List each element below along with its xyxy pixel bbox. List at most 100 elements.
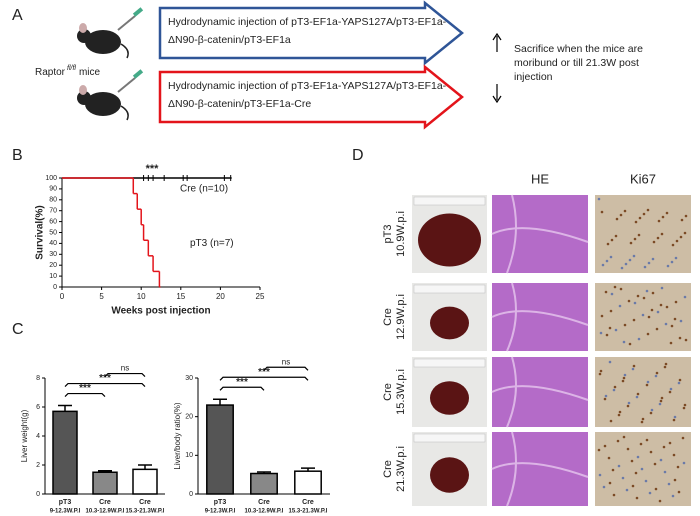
ki67-dot — [655, 327, 659, 331]
bar — [294, 470, 322, 495]
ki67-dot — [660, 396, 664, 400]
injection-arrow — [158, 0, 464, 66]
ki67-dot — [673, 317, 677, 321]
ki67-dot — [626, 404, 630, 408]
y-tick-label: 20 — [49, 262, 57, 269]
ki67-dot — [601, 263, 605, 267]
ki67-dot — [672, 453, 676, 457]
mouse-label-suffix: mice — [79, 67, 101, 78]
panel-label: B — [12, 147, 23, 164]
y-tick-label: 70 — [49, 208, 57, 215]
x-tick-label: Cre — [258, 499, 270, 506]
ki67-dot — [609, 309, 613, 313]
arrow-text: Hydrodynamic injection of pT3-EF1a-YAPS1… — [168, 16, 447, 28]
ki67-dot — [635, 395, 639, 399]
ki67-stain — [595, 283, 691, 351]
series-label: Cre (n=10) — [180, 184, 228, 195]
significance-bracket — [219, 386, 265, 391]
ki67-dot — [666, 264, 670, 268]
y-axis-label: Liver/body ratio(%) — [173, 402, 182, 469]
ki67-dot — [645, 383, 649, 387]
ki67-dot — [663, 470, 667, 474]
ki67-dot — [633, 301, 637, 305]
ki67-dot — [683, 231, 687, 235]
ki67-dot — [664, 322, 668, 326]
he-texture — [491, 282, 589, 352]
ki67-dot — [665, 305, 669, 309]
significance-label: *** — [99, 373, 111, 384]
ki67-dot — [634, 220, 638, 224]
he-texture — [491, 431, 589, 507]
ki67-dot — [599, 369, 603, 373]
outcome-text: injection — [514, 71, 553, 83]
ki67-dot — [646, 380, 650, 384]
ki67-dot — [618, 304, 622, 308]
ki67-dot — [609, 419, 613, 423]
ki67-dot — [630, 459, 634, 463]
ki67-dot — [672, 418, 676, 422]
ki67-dot — [620, 266, 624, 270]
column-header: HE — [531, 171, 549, 186]
ki67-dot — [674, 300, 678, 304]
row-label: 15.3W.p.i — [395, 369, 407, 415]
error-bar — [98, 470, 112, 473]
x-tick-label: 0 — [60, 292, 65, 301]
x-tick-sublabel: 10.3-12.9W.P.I — [86, 509, 125, 515]
ki67-dot — [673, 415, 677, 419]
ki67-dot — [611, 468, 615, 472]
series-label: pT3 (n=7) — [190, 238, 234, 249]
ki67-dot — [660, 286, 664, 290]
ki67-dot — [682, 461, 686, 465]
ki67-dot — [679, 235, 683, 239]
ki67-dot — [625, 488, 629, 492]
ki67-dot — [641, 313, 645, 317]
ki67-dot — [678, 336, 682, 340]
row-label: Cre — [382, 308, 394, 326]
ki67-dot — [623, 373, 627, 377]
panel-label: D — [352, 147, 364, 164]
bar — [92, 471, 118, 495]
ki67-dot — [632, 318, 636, 322]
bar — [250, 472, 278, 495]
ki67-dot — [671, 243, 675, 247]
ki67-dot — [656, 236, 660, 240]
ki67-dot — [646, 208, 650, 212]
ruler — [413, 433, 486, 443]
y-tick-label: 2 — [36, 462, 40, 469]
significance-bracket — [219, 376, 309, 381]
ki67-dot — [605, 259, 609, 263]
error-bar — [301, 467, 315, 472]
ki67-dot — [653, 462, 657, 466]
ki67-dot — [663, 365, 667, 369]
ki67-dot — [647, 261, 651, 265]
liver — [430, 381, 469, 415]
ki67-dot — [636, 392, 640, 396]
ki67-dot — [645, 438, 649, 442]
y-tick-label: 20 — [185, 414, 193, 421]
error-bar — [257, 471, 271, 474]
ki67-dot — [610, 238, 614, 242]
ki67-dot — [631, 367, 635, 371]
ki67-dot — [676, 465, 680, 469]
y-tick-label: 100 — [45, 175, 57, 182]
arrow-text: ΔN90-β-catenin/pT3-EF1a — [168, 34, 291, 46]
ki67-dot — [684, 214, 688, 218]
ki67-dot — [597, 197, 601, 201]
ki67-dot — [667, 482, 671, 486]
ki67-dot — [629, 241, 633, 245]
arrow-text: Hydrodynamic injection of pT3-EF1a-YAPS1… — [168, 80, 447, 92]
outcome-text: Sacrifice when the mice are — [514, 43, 643, 55]
ki67-dot — [649, 450, 653, 454]
ki67-dot — [606, 242, 610, 246]
ki67-dot — [660, 232, 664, 236]
ki67-dot — [632, 254, 636, 258]
row-label: pT3 — [382, 225, 394, 244]
mouse-icon — [77, 7, 144, 59]
ki67-dot — [598, 372, 602, 376]
significance-bracket — [104, 372, 146, 377]
row-label: 10.9W.p.i — [395, 211, 407, 257]
ki67-dot — [623, 209, 627, 213]
x-tick-label: pT3 — [214, 499, 227, 506]
ki67-dot — [607, 456, 611, 460]
ki67-dot — [680, 218, 684, 222]
